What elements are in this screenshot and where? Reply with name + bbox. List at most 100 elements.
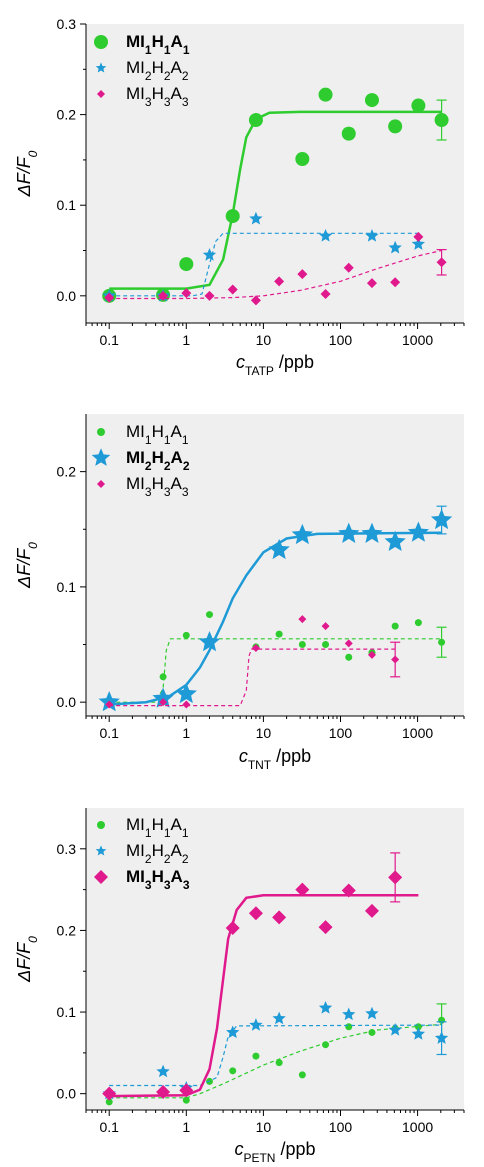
data-point bbox=[152, 687, 174, 708]
plot-area bbox=[86, 414, 464, 716]
data-point bbox=[361, 522, 383, 543]
data-point bbox=[104, 292, 115, 303]
y-tick-label: 0.2 bbox=[57, 464, 77, 480]
data-point bbox=[297, 269, 308, 280]
y-tick-label: 0.1 bbox=[57, 579, 77, 595]
data-point bbox=[156, 1064, 170, 1078]
y-axis-label: ΔF/F0 bbox=[14, 936, 40, 983]
data-point bbox=[206, 611, 214, 619]
data-point bbox=[364, 903, 379, 918]
x-tick-label: 0.1 bbox=[99, 1119, 119, 1135]
data-point bbox=[411, 237, 426, 250]
data-point bbox=[430, 508, 453, 530]
data-point bbox=[179, 257, 194, 272]
data-point bbox=[275, 1059, 283, 1067]
series-MI3H3A3 bbox=[105, 615, 401, 709]
data-point bbox=[105, 1098, 113, 1106]
legend-label: MI1H1A1 bbox=[126, 815, 189, 840]
legend-marker bbox=[94, 870, 108, 884]
y-tick-label: 0.0 bbox=[57, 694, 77, 710]
legend-label: MI1H1A1 bbox=[126, 422, 189, 447]
data-point bbox=[248, 113, 263, 128]
data-point bbox=[248, 906, 263, 921]
series-MI2H2A2 bbox=[98, 505, 453, 712]
data-point bbox=[252, 1052, 260, 1060]
legend-label: MI1H1A1 bbox=[126, 32, 190, 57]
data-point bbox=[322, 1041, 330, 1049]
series-MI3H3A3 bbox=[104, 231, 447, 306]
data-point bbox=[202, 248, 217, 261]
x-tick-label: 1000 bbox=[402, 1119, 433, 1135]
data-point bbox=[411, 98, 426, 113]
data-point bbox=[204, 290, 215, 301]
chart-panel-1: 0.1 1 10 100 1000 0.0 0.1 0.2 0.3 cTATP /ppb ΔF/F0… bbox=[14, 16, 465, 378]
y-tick-label: 0.0 bbox=[57, 288, 77, 304]
legend-marker bbox=[97, 90, 105, 98]
data-point bbox=[182, 1096, 190, 1104]
data-point bbox=[295, 882, 310, 897]
legend-label: MI2H2A2 bbox=[126, 841, 189, 866]
chart-panel-3: 0.1 1 10 100 1000 0.0 0.1 0.2 0.3 cPETN /ppb ΔF/F0… bbox=[14, 808, 465, 1165]
data-point bbox=[182, 631, 190, 639]
fit-curve bbox=[109, 894, 419, 1098]
x-axis-label: cPETN /ppb bbox=[234, 1139, 315, 1162]
data-point bbox=[384, 530, 406, 552]
data-point bbox=[391, 622, 399, 630]
data-point bbox=[268, 538, 290, 560]
data-point bbox=[318, 229, 333, 242]
data-point bbox=[272, 910, 287, 925]
fit-curve bbox=[109, 1023, 442, 1099]
data-point bbox=[250, 295, 261, 306]
data-point bbox=[365, 229, 379, 242]
y-tick-label: 0.2 bbox=[57, 107, 77, 123]
y-axis-label: ΔF/F0 bbox=[14, 542, 40, 589]
legend-label: MI2H2A2 bbox=[126, 448, 190, 473]
data-point bbox=[345, 1023, 353, 1031]
data-point bbox=[318, 87, 333, 102]
legend-label: MI2H2A2 bbox=[126, 58, 189, 83]
data-point bbox=[438, 638, 446, 646]
data-point bbox=[411, 1027, 426, 1040]
data-point bbox=[338, 522, 360, 543]
data-point bbox=[226, 1025, 240, 1039]
legend-marker bbox=[97, 821, 105, 829]
data-point bbox=[414, 619, 422, 627]
data-point bbox=[229, 1067, 237, 1075]
data-point bbox=[320, 289, 331, 300]
data-point bbox=[291, 523, 313, 545]
data-point bbox=[298, 1071, 306, 1079]
y-tick-label: 0.0 bbox=[57, 1086, 77, 1102]
x-tick-label: 10 bbox=[256, 1119, 272, 1135]
x-tick-label: 100 bbox=[329, 332, 353, 348]
data-point bbox=[321, 622, 330, 631]
data-point bbox=[407, 521, 430, 542]
x-tick-label: 1000 bbox=[402, 332, 433, 348]
x-tick-label: 1 bbox=[182, 725, 190, 741]
series-MI1H1A1 bbox=[102, 87, 449, 303]
plot-area bbox=[86, 24, 464, 323]
data-point bbox=[249, 1018, 263, 1031]
data-point bbox=[390, 277, 401, 288]
legend-marker bbox=[95, 845, 107, 856]
legend-label: MI3H3A3 bbox=[126, 84, 189, 109]
legend-marker bbox=[91, 448, 111, 466]
y-tick-label: 0.3 bbox=[57, 16, 77, 32]
legend-marker bbox=[95, 62, 107, 73]
chart-panel-2: 0.1 1 10 100 1000 0.0 0.1 0.2 cTNT /ppb ΔF/F0 MI1H… bbox=[14, 414, 465, 772]
data-point bbox=[365, 1006, 379, 1020]
data-point bbox=[364, 93, 379, 108]
data-point bbox=[298, 615, 307, 624]
data-point bbox=[434, 113, 449, 128]
x-tick-label: 0.1 bbox=[99, 725, 119, 741]
data-point bbox=[344, 639, 353, 648]
data-point bbox=[182, 700, 191, 709]
data-point bbox=[341, 126, 356, 141]
fit-curve bbox=[109, 249, 442, 300]
data-point bbox=[159, 698, 168, 707]
data-point bbox=[159, 673, 167, 681]
data-point bbox=[181, 288, 192, 299]
x-tick-label: 10 bbox=[256, 725, 272, 741]
